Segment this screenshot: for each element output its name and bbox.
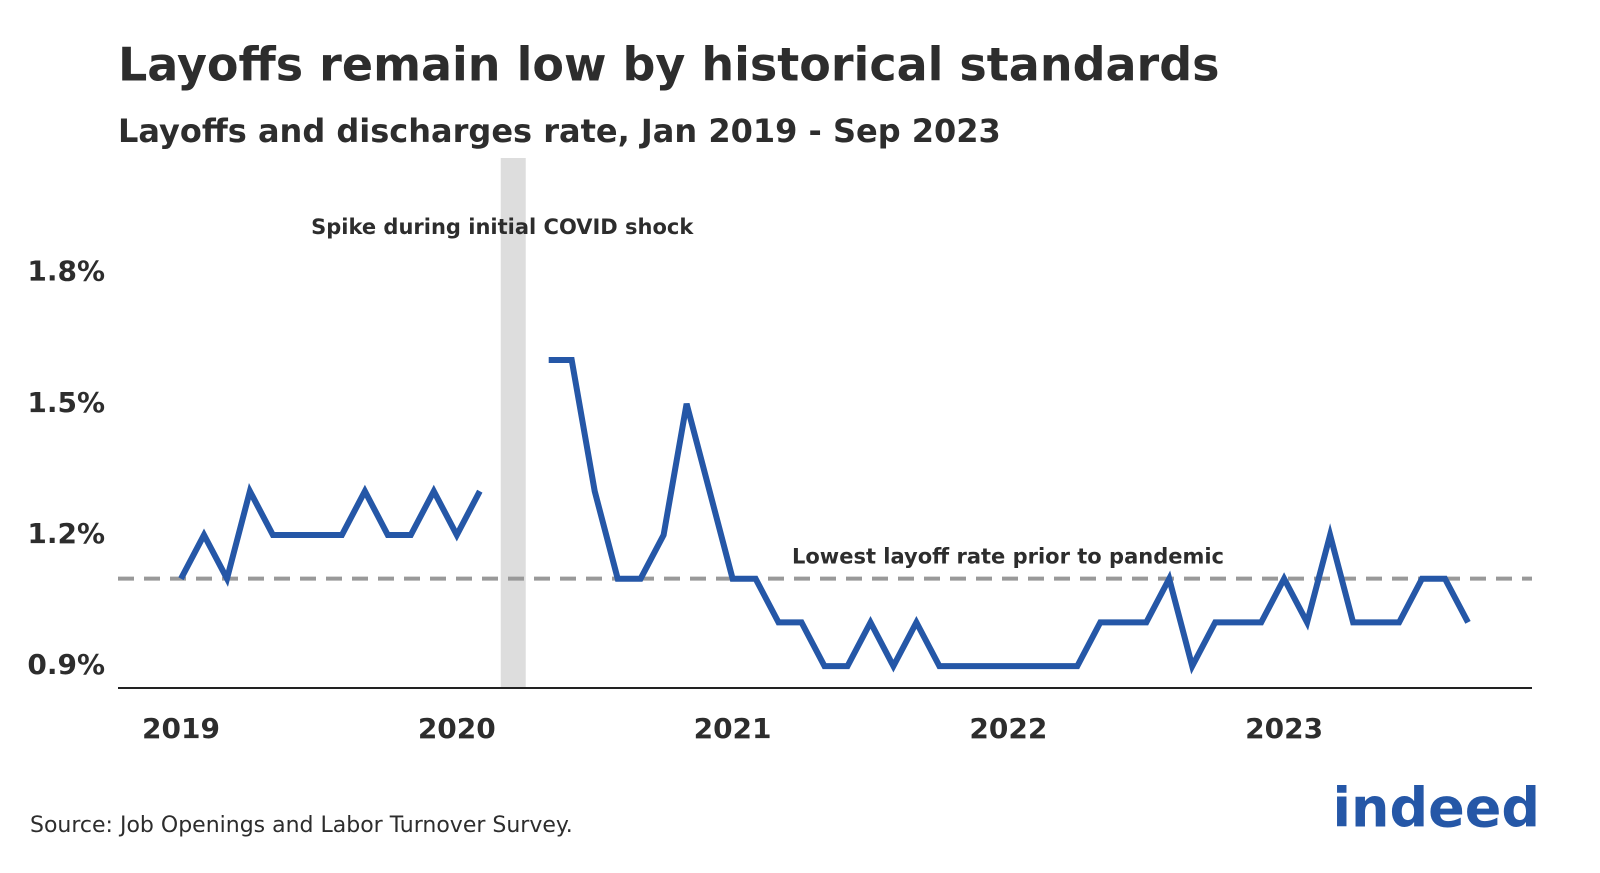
chart-subtitle: Layoffs and discharges rate, Jan 2019 - … <box>118 112 1001 150</box>
x-tick-label: 2020 <box>418 712 496 745</box>
y-tick-label: 0.9% <box>27 648 105 681</box>
x-tick-label: 2023 <box>1245 712 1323 745</box>
x-tick-label: 2022 <box>969 712 1047 745</box>
data-line <box>178 357 1471 675</box>
source-note: Source: Job Openings and Labor Turnover … <box>30 813 573 838</box>
y-tick-label: 1.8% <box>27 255 105 288</box>
annotation: Spike during initial COVID shock <box>311 215 694 239</box>
x-tick-label: 2021 <box>694 712 772 745</box>
chart-title: Layoffs remain low by historical standar… <box>118 38 1220 92</box>
y-tick-label: 1.5% <box>27 386 105 419</box>
x-tick-label: 2019 <box>142 712 220 745</box>
shaded-period <box>500 158 526 688</box>
y-tick-label: 1.2% <box>27 517 105 550</box>
logo: indeed <box>1332 777 1540 840</box>
reference-label: Lowest layoff rate prior to pandemic <box>792 545 1224 569</box>
